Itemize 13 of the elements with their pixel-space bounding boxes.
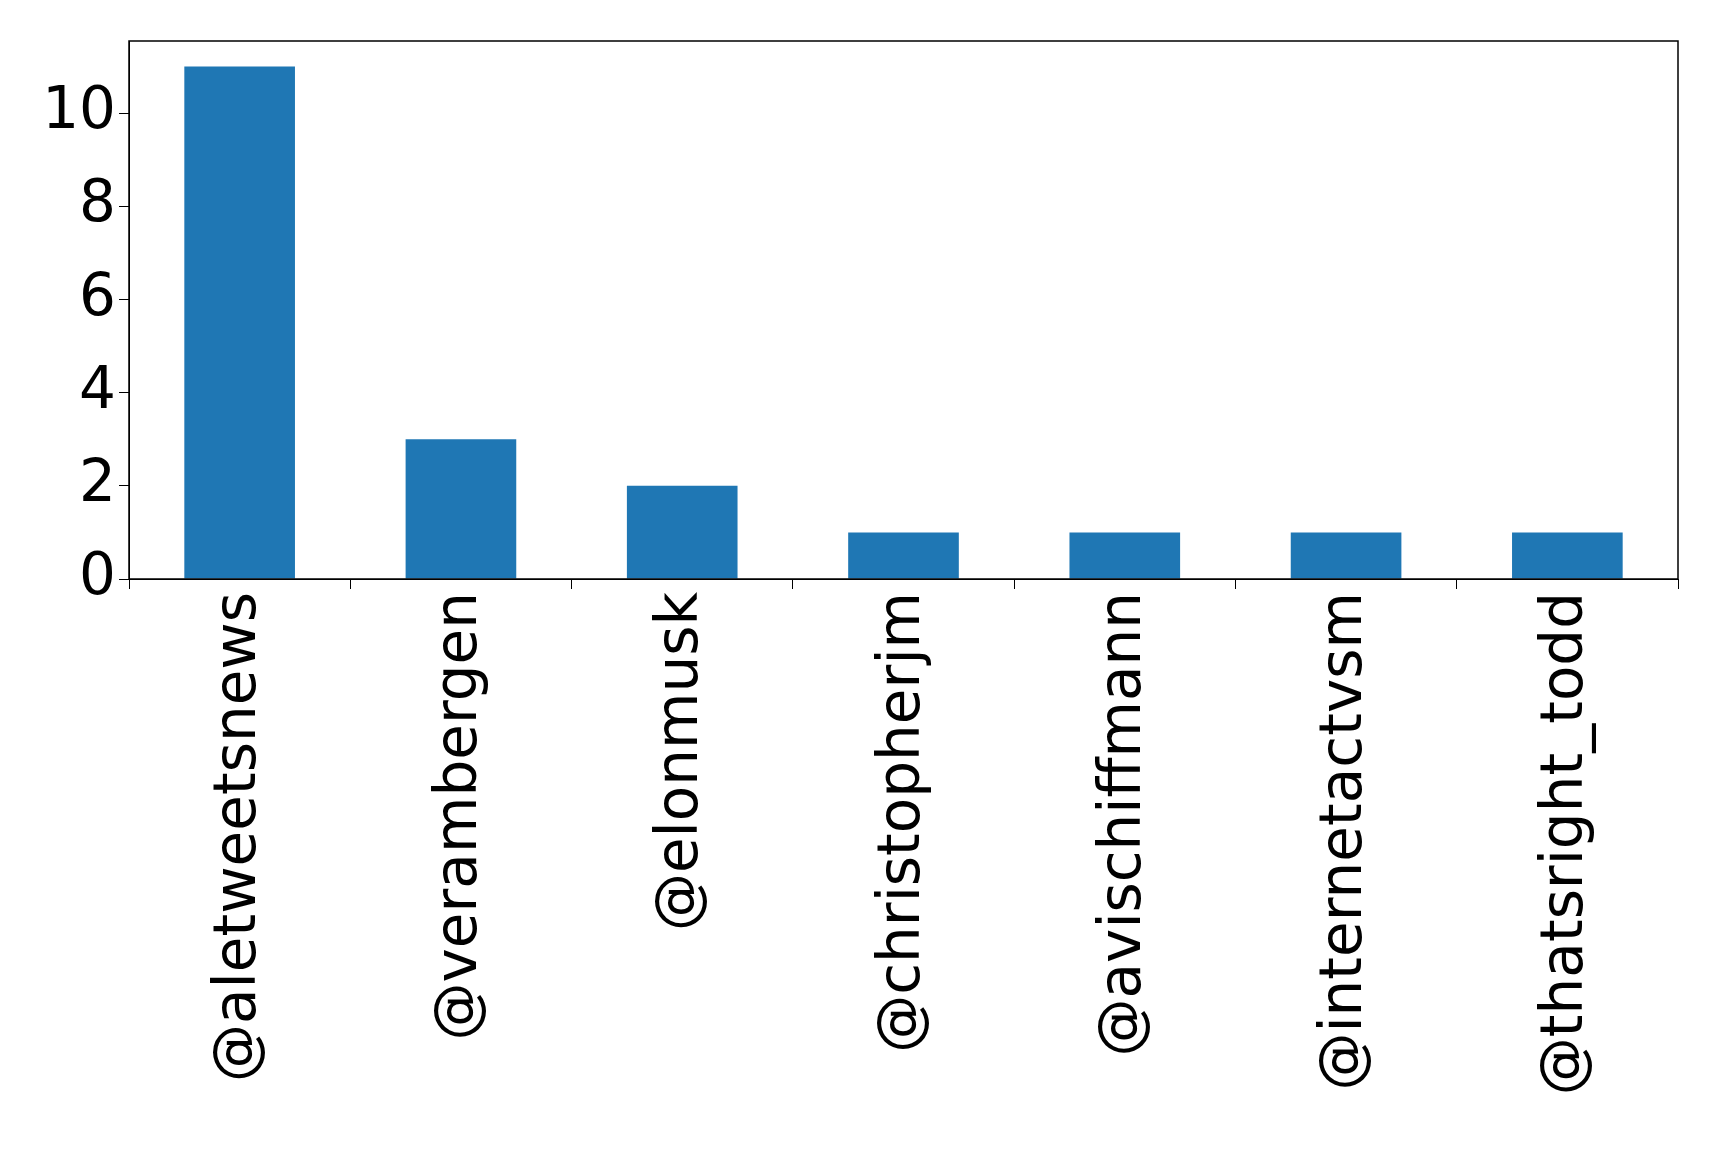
x-tick-label: @avischiffmann xyxy=(1085,592,1154,1057)
x-tick-label: @christopherjm xyxy=(864,592,933,1053)
x-tick-label: @thatsright_todd xyxy=(1528,592,1597,1096)
x-tick-label: @elonmusk xyxy=(643,591,712,932)
x-tick-label: @internetactvsm xyxy=(1307,592,1376,1091)
y-tick-label: 8 xyxy=(79,167,116,236)
y-tick-label: 6 xyxy=(79,260,116,329)
x-tick-label: @aletweetsnews xyxy=(200,592,269,1082)
y-tick-label: 0 xyxy=(79,540,116,609)
y-tick-label: 2 xyxy=(79,446,116,515)
y-tick-label: 10 xyxy=(42,74,116,143)
x-tick-label: @verambergen xyxy=(421,592,490,1041)
y-tick-label: 4 xyxy=(79,353,116,422)
